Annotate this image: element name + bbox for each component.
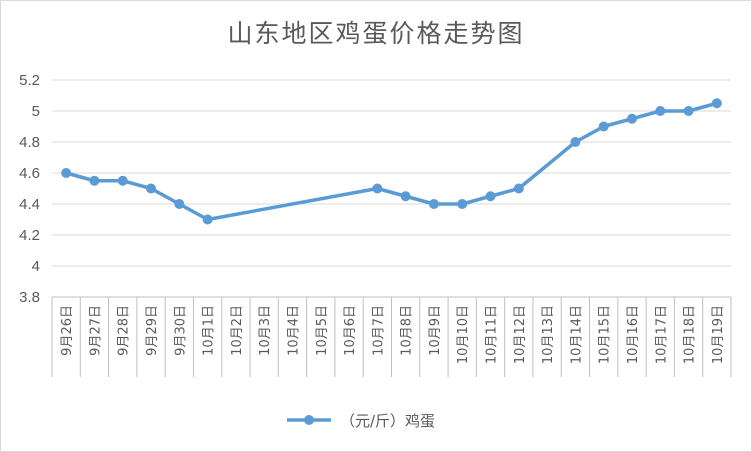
legend-label: （元/斤）鸡蛋 bbox=[340, 412, 435, 430]
series-line bbox=[61, 98, 722, 225]
y-tick-label: 4.6 bbox=[19, 165, 40, 182]
x-tick-label: 9月30日 bbox=[173, 305, 188, 356]
data-point bbox=[711, 98, 722, 109]
x-tick-label: 10月18日 bbox=[683, 305, 698, 364]
x-tick-label: 10月3日 bbox=[258, 305, 273, 356]
x-tick-label: 10月12日 bbox=[513, 305, 528, 364]
y-tick-label: 4.4 bbox=[19, 196, 40, 213]
data-point bbox=[683, 106, 694, 116]
x-tick-label: 10月10日 bbox=[456, 305, 471, 364]
x-tick-label: 10月7日 bbox=[371, 305, 386, 356]
chart-title: 山东地区鸡蛋价格走势图 bbox=[227, 19, 525, 48]
x-axis: 9月26日 9月27日 9月28日 9月29日 9月30日 10月1日 10月2日 10月3日… bbox=[51, 296, 732, 377]
data-point bbox=[457, 199, 468, 209]
legend-point-marker bbox=[304, 415, 314, 425]
data-point bbox=[598, 121, 609, 132]
x-tick-label: 10月9日 bbox=[428, 305, 443, 356]
data-point bbox=[372, 183, 383, 194]
data-point bbox=[570, 137, 581, 147]
x-tick-label: 10月11日 bbox=[485, 305, 500, 364]
data-point bbox=[485, 191, 496, 202]
x-tick-label: 10月16日 bbox=[626, 305, 641, 364]
x-tick-label: 10月5日 bbox=[315, 305, 330, 356]
x-tick-label: 9月26日 bbox=[60, 305, 75, 356]
data-point bbox=[655, 106, 666, 116]
data-point bbox=[117, 175, 128, 186]
gridlines bbox=[52, 79, 731, 267]
y-tick-label: 5 bbox=[32, 103, 40, 120]
x-tick-label: 9月28日 bbox=[117, 305, 132, 356]
y-tick-label: 3.8 bbox=[19, 289, 40, 306]
y-tick-label: 4.2 bbox=[19, 227, 40, 244]
x-tick-label: 9月27日 bbox=[88, 305, 103, 356]
data-point bbox=[202, 214, 213, 225]
y-tick-label: 5.2 bbox=[19, 72, 40, 89]
x-tick-label: 9月29日 bbox=[145, 305, 160, 356]
x-tick-label: 10月13日 bbox=[541, 305, 556, 364]
data-point bbox=[61, 168, 72, 178]
y-tick-labels: 3.8 4 4.2 4.4 4.6 4.8 5 5.2 bbox=[19, 72, 40, 306]
data-point bbox=[626, 113, 637, 124]
x-tick-label: 10月15日 bbox=[598, 305, 613, 364]
data-point bbox=[428, 199, 439, 209]
y-tick-label: 4.8 bbox=[19, 134, 40, 151]
data-point bbox=[513, 183, 524, 194]
data-point bbox=[174, 199, 185, 209]
x-tick-label: 10月4日 bbox=[286, 305, 301, 356]
x-tick-label: 10月1日 bbox=[202, 305, 217, 356]
data-point bbox=[400, 191, 411, 202]
data-point bbox=[146, 183, 157, 194]
legend: （元/斤）鸡蛋 bbox=[287, 412, 435, 430]
x-tick-label: 10月17日 bbox=[654, 305, 669, 364]
x-tick-label: 10月19日 bbox=[711, 305, 726, 364]
data-point bbox=[89, 175, 100, 186]
y-tick-label: 4 bbox=[32, 258, 40, 275]
series-line-path bbox=[64, 101, 719, 222]
x-tick-label: 10月8日 bbox=[400, 305, 415, 356]
x-tick-label: 10月14日 bbox=[569, 305, 584, 364]
x-tick-label: 10月6日 bbox=[343, 305, 358, 356]
x-tick-label: 10月2日 bbox=[230, 305, 245, 356]
